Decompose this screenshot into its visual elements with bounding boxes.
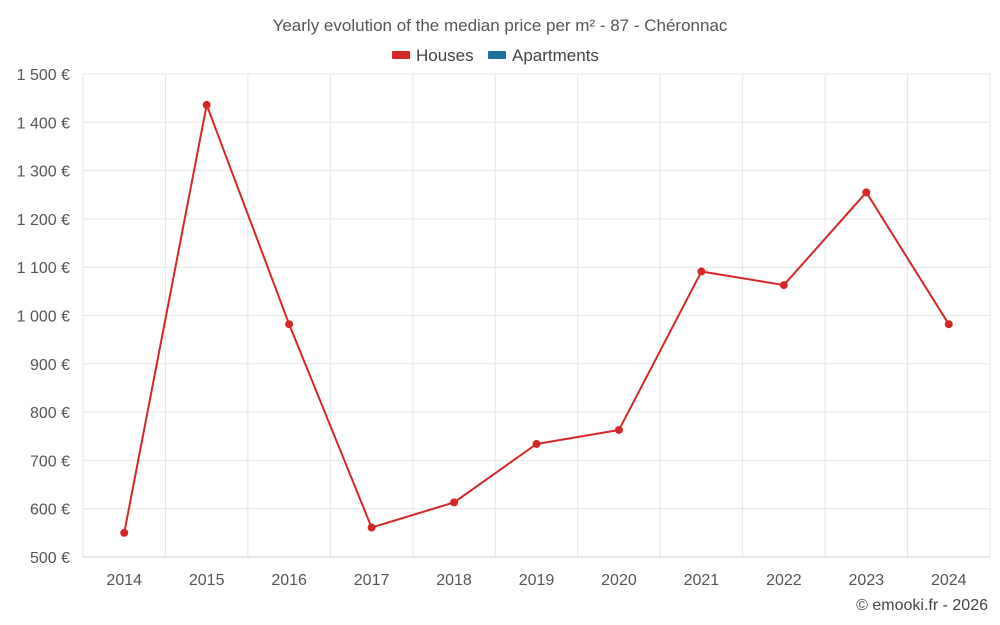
legend-swatch-apartments: [488, 51, 506, 59]
legend-label-houses: Houses: [416, 46, 474, 65]
series-layer: [120, 100, 953, 537]
data-point-houses[interactable]: [367, 523, 376, 532]
x-axis: 2014 2015 2016 2017 2018 2019 2020 2021 2022 2023…: [83, 556, 990, 589]
chart-title: Yearly evolution of the median price per…: [273, 16, 728, 35]
x-tick-label: 2024: [931, 572, 967, 589]
legend-label-apartments: Apartments: [512, 46, 599, 65]
x-tick-label: 2023: [849, 572, 885, 589]
x-tick-label: 2022: [766, 572, 802, 589]
x-tick-label: 2017: [354, 572, 390, 589]
data-point-houses[interactable]: [697, 267, 706, 276]
data-point-houses[interactable]: [202, 100, 211, 109]
x-tick-label: 2021: [684, 572, 720, 589]
data-point-houses[interactable]: [120, 528, 129, 537]
y-tick-label: 1 100 €: [17, 260, 70, 277]
y-tick-label: 1 300 €: [17, 164, 70, 181]
y-axis: 500 € 600 € 700 € 800 € 900 € 1 000 € 1 100 € 1…: [17, 67, 70, 567]
y-tick-label: 600 €: [30, 502, 70, 519]
data-point-houses[interactable]: [532, 439, 541, 448]
x-tick-label: 2015: [189, 572, 225, 589]
y-tick-label: 1 500 €: [17, 67, 70, 84]
y-tick-label: 700 €: [30, 453, 70, 470]
grid: [82, 73, 991, 558]
x-tick-label: 2016: [271, 572, 307, 589]
legend: Houses Apartments: [392, 46, 599, 65]
legend-swatch-houses: [392, 51, 410, 59]
data-point-houses[interactable]: [285, 320, 294, 329]
y-tick-label: 900 €: [30, 357, 70, 374]
x-tick-label: 2019: [519, 572, 555, 589]
y-tick-label: 1 000 €: [17, 309, 70, 326]
x-tick-label: 2020: [601, 572, 637, 589]
legend-item-apartments[interactable]: Apartments: [488, 46, 599, 65]
y-tick-label: 500 €: [30, 550, 70, 567]
data-point-houses[interactable]: [614, 425, 623, 434]
x-tick-label: 2014: [106, 572, 142, 589]
y-tick-label: 1 200 €: [17, 212, 70, 229]
legend-item-houses[interactable]: Houses: [392, 46, 474, 65]
data-point-houses[interactable]: [862, 188, 871, 197]
data-point-houses[interactable]: [944, 320, 953, 329]
data-point-houses[interactable]: [779, 281, 788, 290]
credit-text: © emooki.fr - 2026: [856, 597, 988, 614]
data-point-houses[interactable]: [450, 498, 459, 507]
y-tick-label: 1 400 €: [17, 115, 70, 132]
x-tick-label: 2018: [436, 572, 472, 589]
y-tick-label: 800 €: [30, 405, 70, 422]
